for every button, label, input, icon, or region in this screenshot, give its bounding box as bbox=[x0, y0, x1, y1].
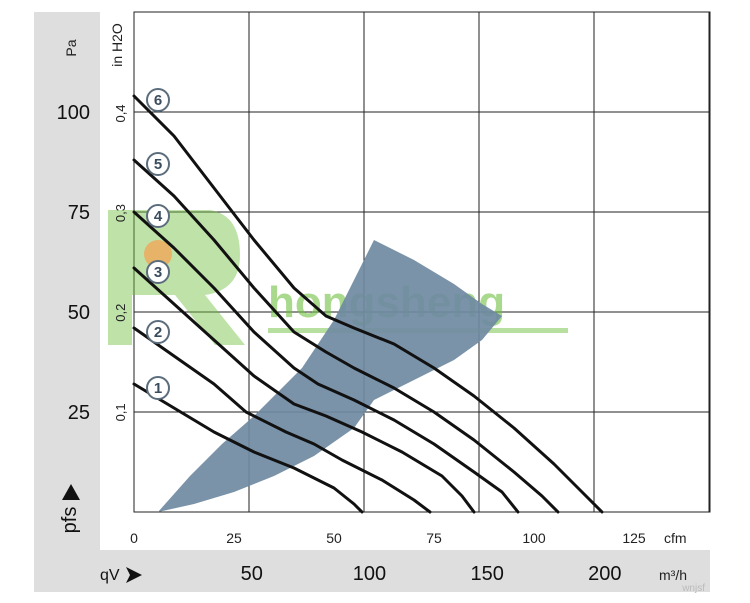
m3h-tick-label: 50 bbox=[241, 563, 263, 585]
curve-marker-4 bbox=[146, 204, 170, 228]
plot-area bbox=[133, 11, 711, 513]
curve-4 bbox=[132, 210, 520, 514]
pa-tick-label: 50 bbox=[68, 302, 90, 324]
curve-marker-label-2: 2 bbox=[154, 324, 162, 341]
bottom-axis-band bbox=[34, 550, 710, 592]
cfm-ticks: 0 25 50 75 100 125 bbox=[130, 530, 646, 546]
curve-marker-label-5: 5 bbox=[154, 156, 162, 173]
m3h-tick-label: 100 bbox=[353, 563, 386, 585]
inh2o-ticks: 0,1 0,2 0,3 0,4 bbox=[113, 104, 128, 421]
pa-tick-label: 25 bbox=[68, 402, 90, 424]
curve-marker-label-3: 3 bbox=[154, 264, 162, 281]
cfm-tick-label: 125 bbox=[622, 530, 646, 546]
curve-marker-label-6: 6 bbox=[154, 92, 162, 109]
inh2o-unit-label: in H2O bbox=[109, 23, 125, 67]
cfm-tick-label: 75 bbox=[426, 530, 442, 546]
y-axis-arrow bbox=[62, 484, 80, 500]
y-axis-title-text: pfs bbox=[59, 507, 81, 534]
m3h-unit-label: m³/h bbox=[659, 567, 687, 583]
cfm-tick-label: 50 bbox=[326, 530, 342, 546]
inh2o-tick-label: 0,1 bbox=[113, 403, 128, 421]
curve-markers: 1 2 3 4 5 6 bbox=[146, 88, 170, 400]
y-axis-title: pfs bbox=[59, 507, 81, 534]
corner-text: wnjsf bbox=[681, 583, 705, 594]
m3h-tick-label: 200 bbox=[588, 563, 621, 585]
inh2o-tick-label: 0,3 bbox=[113, 204, 128, 222]
inh2o-tick-label: 0,4 bbox=[113, 104, 128, 122]
pa-ticks: 25 50 75 100 bbox=[57, 102, 90, 424]
curve-1 bbox=[132, 382, 364, 514]
curve-6 bbox=[132, 94, 604, 514]
x-axis-arrow bbox=[126, 567, 142, 583]
inh2o-unit-text: in H2O bbox=[109, 23, 125, 67]
pa-tick-label: 75 bbox=[68, 202, 90, 224]
curve-2 bbox=[132, 326, 432, 514]
cfm-tick-label: 100 bbox=[522, 530, 546, 546]
curve-5 bbox=[132, 158, 560, 514]
watermark-logo-dot bbox=[144, 240, 172, 268]
curve-marker-1 bbox=[146, 376, 170, 400]
watermark-logo-mark bbox=[108, 210, 245, 345]
cfm-tick-label: 0 bbox=[130, 530, 138, 546]
curve-marker-label-4: 4 bbox=[154, 208, 163, 225]
curve-marker-label-1: 1 bbox=[154, 380, 162, 397]
curve-marker-3 bbox=[146, 260, 170, 284]
pa-unit-label: Pa bbox=[63, 39, 79, 56]
m3h-tick-label: 150 bbox=[470, 563, 503, 585]
cfm-unit-label: cfm bbox=[664, 530, 687, 546]
curve-marker-2 bbox=[146, 320, 170, 344]
curve-3 bbox=[132, 266, 476, 514]
pa-tick-label: 100 bbox=[57, 102, 90, 124]
m3h-ticks: 50 100 150 200 bbox=[241, 563, 622, 585]
curves bbox=[132, 94, 604, 514]
inh2o-tick-label: 0,2 bbox=[113, 304, 128, 322]
cfm-tick-label: 25 bbox=[226, 530, 242, 546]
curve-marker-6 bbox=[146, 88, 170, 112]
operating-region bbox=[158, 240, 502, 512]
x-axis-title: qV bbox=[100, 567, 120, 584]
curve-marker-5 bbox=[146, 152, 170, 176]
